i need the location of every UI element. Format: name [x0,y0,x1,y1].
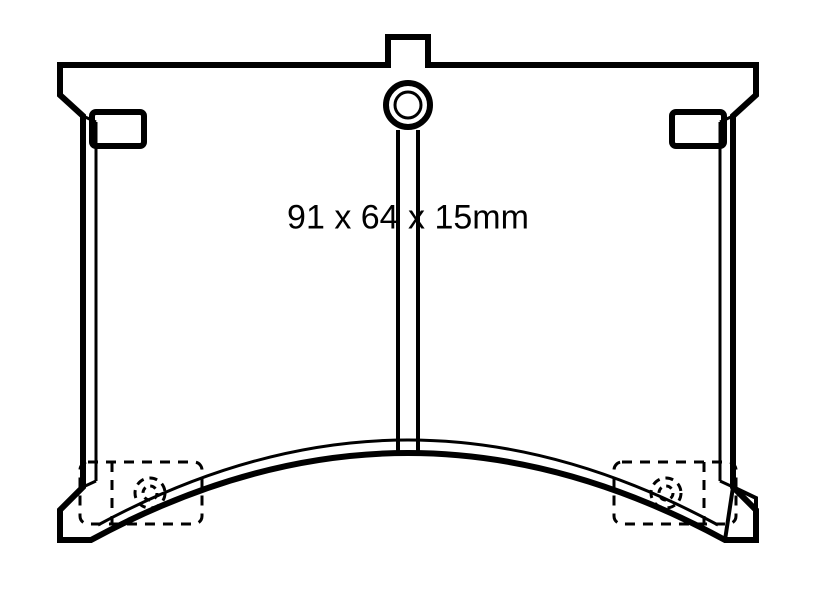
diagram-canvas: 91 x 64 x 15mm [0,0,815,609]
slot-upper-left [92,112,144,146]
slot-upper-right [672,112,724,146]
dimension-label: 91 x 64 x 15mm [287,199,529,238]
brake-pad-drawing [0,0,815,609]
center-hole-inner [395,92,421,118]
pad-outer-outline [60,37,756,540]
center-hole-outer [386,83,430,127]
